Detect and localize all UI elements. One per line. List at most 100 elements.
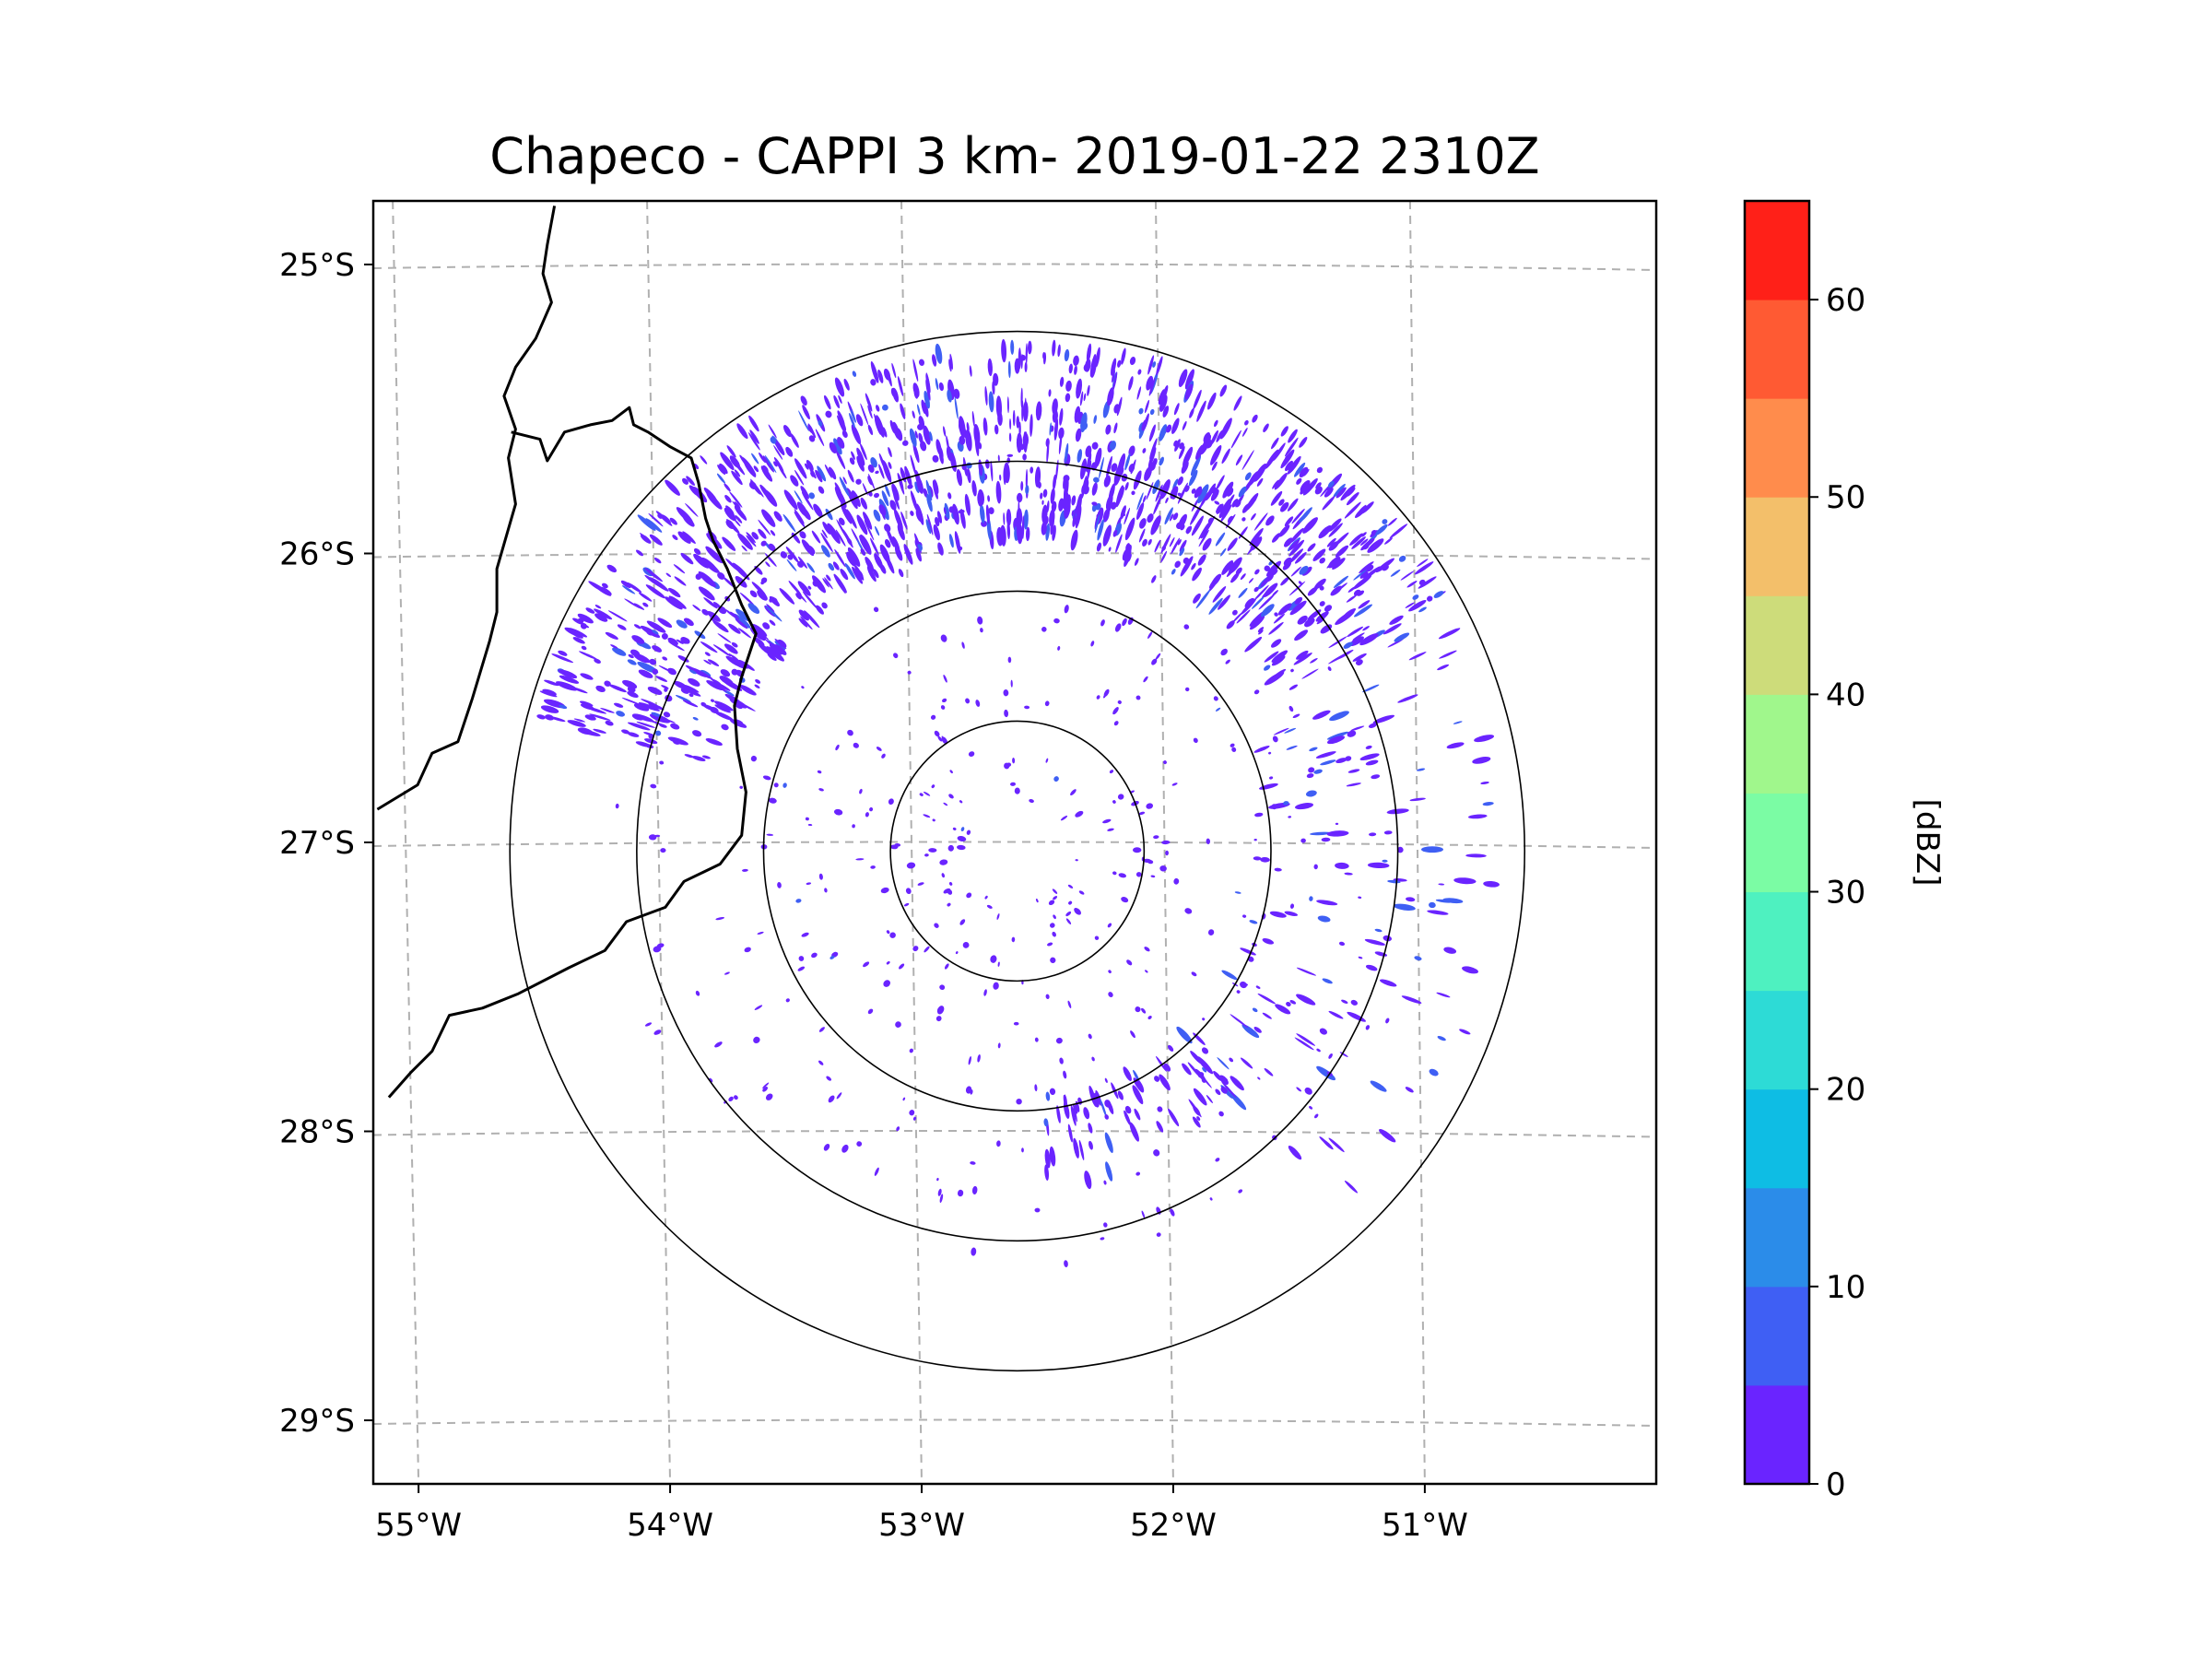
parallel-line xyxy=(373,551,1656,560)
echo-cell xyxy=(1018,500,1020,523)
echo-cell xyxy=(1382,519,1388,524)
echo-cell xyxy=(870,379,877,386)
echo-cell xyxy=(1326,731,1349,740)
echo-cell xyxy=(1188,469,1198,487)
echo-cell xyxy=(1394,632,1410,642)
echo-cell xyxy=(924,391,930,409)
x-axis-ticks: 55°W 54°W 53°W 52°W 51°W xyxy=(375,1484,1468,1544)
echo-cell xyxy=(876,747,882,751)
echo-cell xyxy=(1152,361,1157,368)
echo-cell xyxy=(770,530,776,536)
echo-cell xyxy=(869,806,874,812)
echo-cell xyxy=(824,577,833,590)
echo-cell xyxy=(680,688,689,694)
echo-cell xyxy=(1043,1118,1049,1127)
echo-cell xyxy=(1120,505,1126,520)
echo-cell xyxy=(833,808,843,816)
echo-cell xyxy=(824,394,831,410)
echo-cell xyxy=(1324,488,1334,498)
echo-cell xyxy=(1022,453,1027,461)
echo-cell xyxy=(1227,537,1238,551)
echo-cell xyxy=(829,441,838,453)
echo-cell xyxy=(897,376,904,396)
echo-cell xyxy=(652,629,659,635)
echo-cell xyxy=(1184,687,1190,692)
echo-cell xyxy=(865,556,875,572)
echo-cell xyxy=(777,639,787,648)
echo-cell xyxy=(1074,406,1081,423)
echo-cell xyxy=(701,755,711,759)
echo-cell xyxy=(759,631,770,641)
echo-cell xyxy=(841,429,848,439)
echo-cell xyxy=(1065,442,1069,464)
echo-cell xyxy=(1178,369,1188,387)
echo-cell xyxy=(934,923,939,928)
echo-cell xyxy=(1288,429,1298,443)
echo-cell xyxy=(1107,923,1112,928)
echo-cell xyxy=(988,507,994,514)
echo-cell xyxy=(798,618,808,628)
echo-cell xyxy=(1264,565,1271,572)
echo-cell xyxy=(1184,908,1193,914)
echo-cell xyxy=(1075,859,1078,862)
echo-cell xyxy=(889,932,896,938)
echo-cell xyxy=(1288,548,1304,564)
echo-cell xyxy=(677,531,691,544)
echo-cell xyxy=(536,714,546,720)
echo-cell xyxy=(904,465,912,488)
echo-cell xyxy=(870,457,877,468)
echo-cell xyxy=(1215,707,1221,712)
echo-cell xyxy=(822,578,830,588)
echo-cell xyxy=(914,481,920,494)
echo-cell xyxy=(1249,527,1264,547)
echo-cell xyxy=(960,827,965,832)
echo-cell xyxy=(938,450,944,465)
echo-cell xyxy=(1144,947,1150,952)
echo-cell xyxy=(730,455,746,476)
echo-cell xyxy=(966,467,971,484)
echo-cell xyxy=(1145,970,1148,973)
echo-cell xyxy=(716,473,726,484)
echo-cell xyxy=(917,404,921,416)
echo-cell xyxy=(1262,1012,1272,1019)
echo-cell xyxy=(949,353,953,371)
echo-cell xyxy=(1095,447,1102,467)
echo-cell xyxy=(1257,627,1265,633)
echo-cell xyxy=(1100,619,1105,627)
echo-cell xyxy=(1328,1137,1345,1153)
echo-cell xyxy=(739,785,743,789)
echo-cell xyxy=(870,361,879,383)
echo-cell xyxy=(1374,928,1382,933)
echo-cell xyxy=(971,1185,978,1194)
echo-cell xyxy=(1260,604,1275,618)
echo-cell xyxy=(1053,618,1060,624)
echo-cell xyxy=(810,472,814,477)
echo-cell xyxy=(1240,947,1256,956)
echo-cell xyxy=(883,980,891,987)
echo-cell xyxy=(826,574,831,582)
echo-cell xyxy=(758,528,767,539)
echo-cell xyxy=(834,482,842,495)
echo-cell xyxy=(1359,633,1379,646)
echo-cell xyxy=(899,963,905,970)
echo-cell xyxy=(1150,515,1161,535)
parallel-line xyxy=(373,263,1656,271)
echo-cell xyxy=(1225,513,1236,529)
echo-cell xyxy=(594,613,608,622)
echo-cell xyxy=(1319,1028,1328,1035)
echo-cell xyxy=(545,714,555,721)
echo-cell xyxy=(881,753,886,759)
echo-cell xyxy=(1326,735,1346,745)
echo-cell xyxy=(856,447,865,466)
echo-cell xyxy=(1123,1066,1132,1081)
echo-cell xyxy=(739,685,757,696)
echo-cell xyxy=(1294,462,1306,477)
range-ring xyxy=(509,330,1526,1372)
echo-cell xyxy=(917,423,924,430)
echo-cell xyxy=(638,669,653,678)
echo-cell xyxy=(971,1247,977,1256)
echo-cell xyxy=(1260,856,1270,863)
echo-cell xyxy=(1278,524,1290,537)
echo-cell xyxy=(736,423,748,440)
echo-cell xyxy=(1347,769,1360,773)
